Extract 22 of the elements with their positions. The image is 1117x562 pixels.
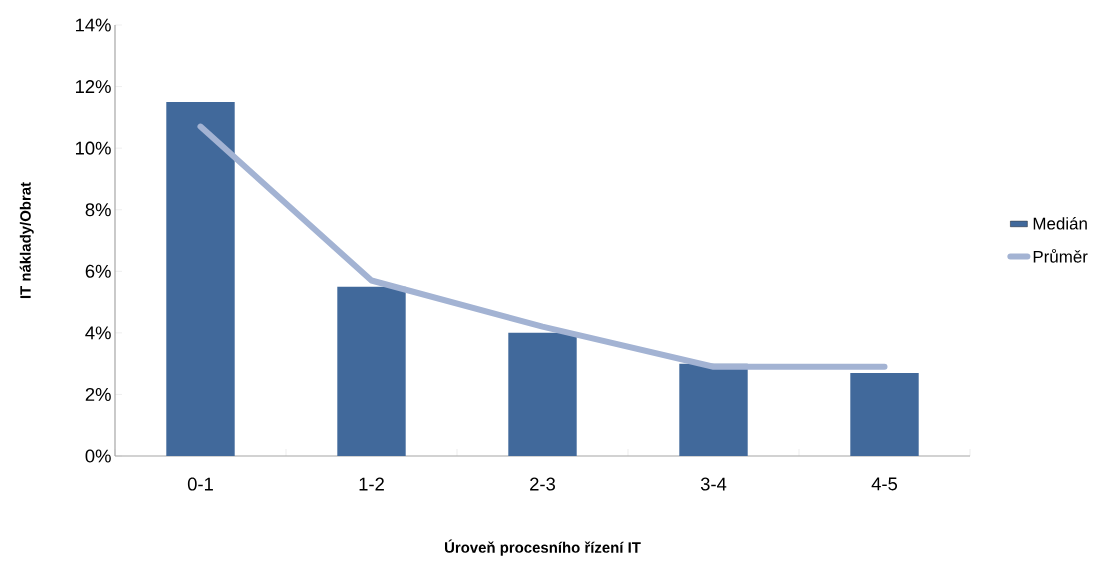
legend-label: Medián — [1033, 216, 1087, 230]
y-tick-label: 8% — [85, 203, 111, 217]
y-tick-label: 10% — [76, 141, 111, 155]
x-tick-label: 0-1 — [187, 477, 213, 491]
bar — [679, 363, 748, 456]
y-tick-label: 14% — [76, 18, 111, 32]
y-tick-label: 2% — [85, 387, 111, 401]
y-axis-title: IT náklady/Obrat — [19, 182, 34, 299]
x-axis-title: Úroveň procesního řízení IT — [444, 539, 641, 556]
y-tick-label: 4% — [85, 326, 111, 340]
bar — [850, 372, 919, 456]
x-tick-label: 1-2 — [359, 477, 384, 491]
legend-label: Průměr — [1033, 248, 1088, 263]
y-tick-label: 12% — [76, 80, 111, 94]
x-tick-label: 3-4 — [700, 477, 727, 491]
y-tick-label: 6% — [85, 264, 111, 278]
bar — [166, 101, 235, 456]
x-tick-label: 4-5 — [871, 477, 898, 491]
bar — [337, 286, 406, 456]
y-tick-label: 0% — [85, 449, 111, 463]
x-tick-label: 2-3 — [530, 477, 555, 491]
bar — [508, 332, 577, 456]
